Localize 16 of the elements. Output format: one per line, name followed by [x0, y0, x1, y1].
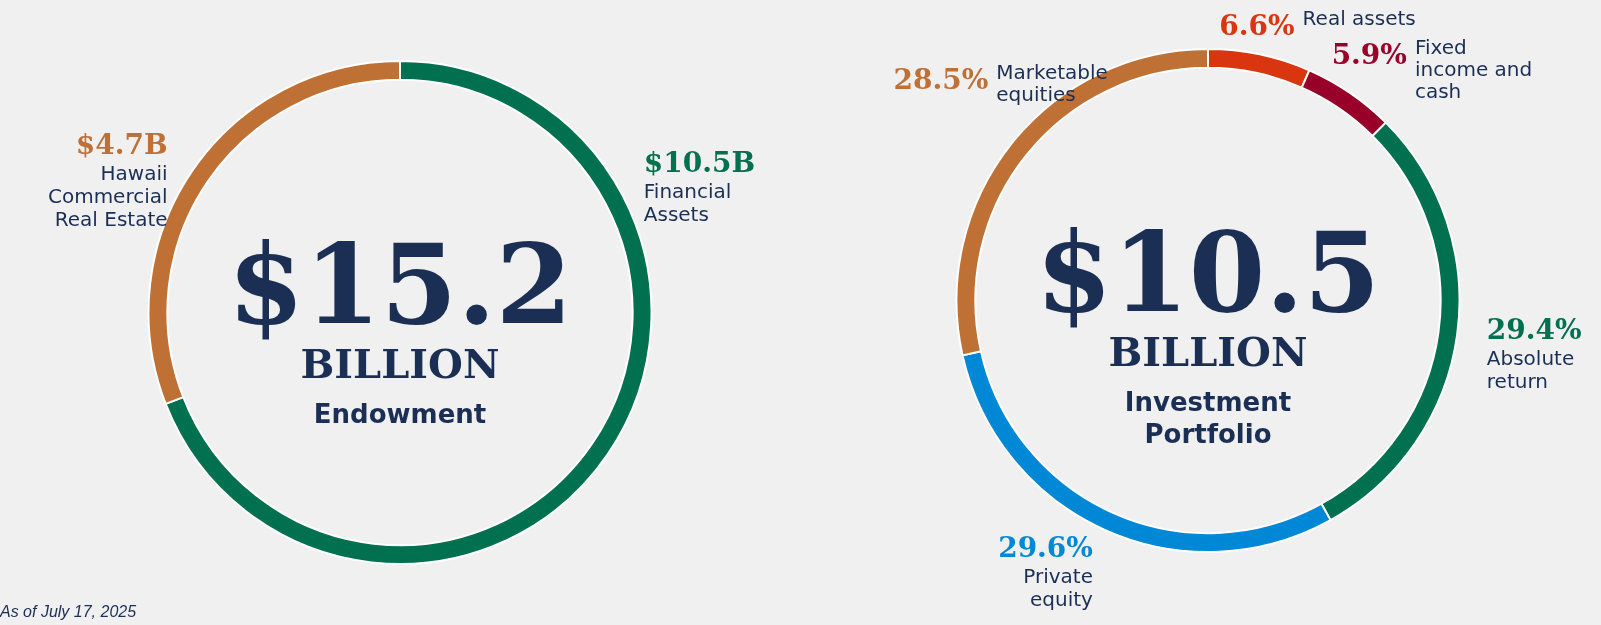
- data-label: 29.6%: [998, 531, 1093, 565]
- slice-label: Financial Assets: [643, 178, 732, 226]
- text: Endowment: [313, 398, 487, 429]
- text: As of July 17, 2025: [0, 603, 137, 621]
- text: Investment Portfolio: [1124, 386, 1292, 449]
- slice-label: Fixed income and cash: [1414, 34, 1533, 103]
- slice-label: Real assets: [1302, 6, 1416, 31]
- data-label: $10.5B: [643, 145, 756, 179]
- data-label: 5.9%: [1331, 37, 1407, 71]
- data-label: 6.6%: [1219, 9, 1295, 43]
- slice-label: Private equity: [1023, 564, 1094, 612]
- data-label: 28.5%: [893, 63, 989, 97]
- data-label: $4.7B: [75, 127, 168, 161]
- data-label: 29.4%: [1486, 313, 1582, 347]
- slice-label: Hawaii Commercial Real Estate: [47, 160, 168, 231]
- slice-label: Absolute return: [1486, 346, 1575, 394]
